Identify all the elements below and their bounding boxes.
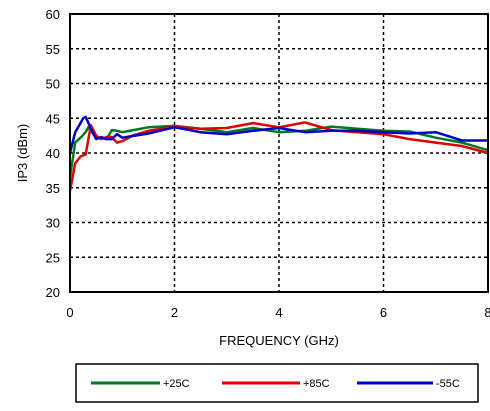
series-line-2 — [68, 121, 489, 192]
y-tick-label: 55 — [46, 42, 60, 57]
x-tick-label: 2 — [171, 305, 178, 320]
grid-layer — [70, 14, 488, 292]
legend-label-2: +85C — [303, 378, 330, 390]
y-axis-label: IP3 (dBm) — [15, 124, 30, 183]
y-tick-label: 45 — [46, 111, 60, 126]
series-line-3 — [68, 115, 488, 154]
legend-label-3: -55C — [436, 378, 460, 390]
y-tick-label: 35 — [46, 181, 60, 196]
x-tick-label: 4 — [275, 305, 282, 320]
tick-layer: 20 25 30 35 40 45 50 55 60 0 2 4 6 8 — [46, 7, 490, 320]
plot-frame — [69, 13, 489, 293]
y-tick-label: 25 — [46, 250, 60, 265]
x-tick-label: 6 — [380, 305, 387, 320]
y-tick-label: 20 — [46, 285, 60, 300]
x-tick-label: 8 — [484, 305, 490, 320]
x-tick-label: 0 — [66, 305, 73, 320]
legend-layer: +25C +85C -55C — [91, 378, 460, 390]
legend-label-1: +25C — [163, 378, 190, 390]
y-tick-label: 40 — [46, 146, 60, 161]
y-tick-label: 60 — [46, 7, 60, 22]
series-layer — [68, 115, 489, 192]
y-tick-label: 50 — [46, 77, 60, 92]
x-axis-label: FREQUENCY (GHz) — [219, 333, 339, 348]
y-tick-label: 30 — [46, 216, 60, 231]
